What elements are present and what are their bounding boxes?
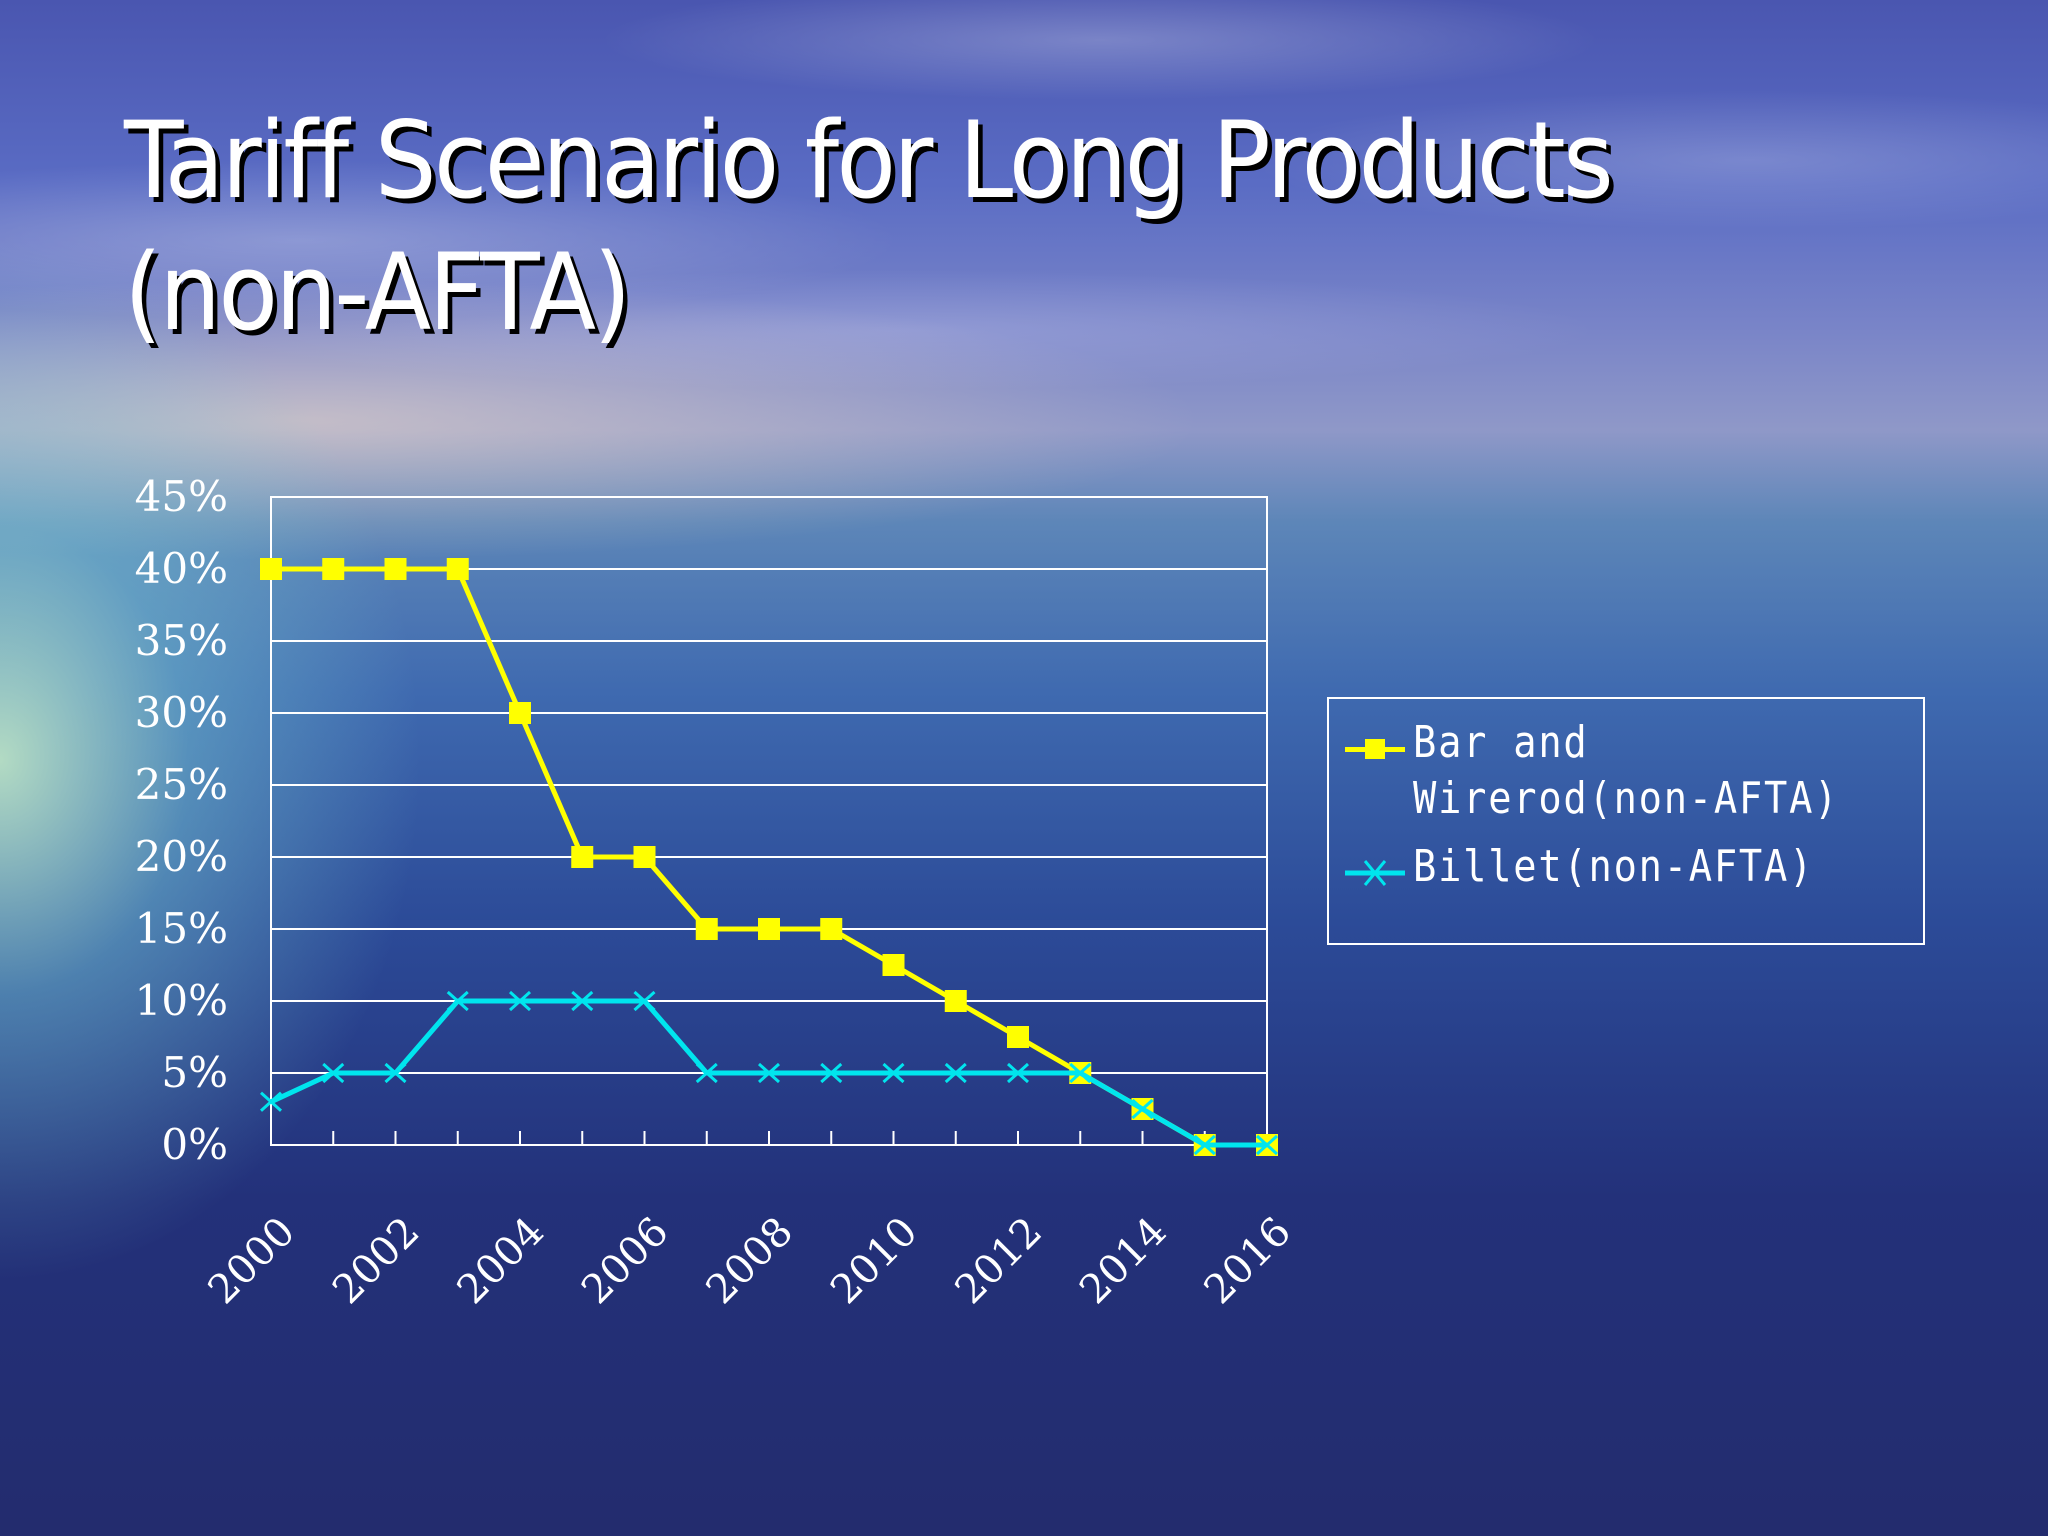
title-line-1: Tariff Scenario for Long Products [124,99,1614,222]
y-tick-label: 10% [135,976,228,1025]
square-marker-icon [820,918,843,940]
y-tick-label: 30% [135,688,228,737]
square-marker-icon [1007,1026,1029,1048]
x-marker-icon [944,1062,967,1084]
y-tick-label: 45% [135,472,228,521]
x-marker-icon [1006,1062,1030,1084]
x-marker-icon [1069,1062,1092,1084]
square-marker-icon [1345,729,1405,769]
legend-item-bar-wirerod: Bar and Wirerod(non-AFTA) [1345,715,1913,827]
x-tick-label: 2004 [449,1209,554,1314]
x-axis-labels: 2000 2002 2004 2006 2008 2010 2012 2014 2016 [200,1209,1301,1314]
x-marker-icon [633,990,656,1012]
legend-label: Bar and Wirerod(non-AFTA) [1413,717,1840,824]
y-axis-labels: 0% 5% 10% 15% 20% 25% 30% 35% 40% 45% [135,472,228,1169]
y-tick-label: 15% [135,904,228,953]
square-marker-icon [384,558,407,580]
x-marker-icon [384,1062,407,1084]
x-marker-icon [259,1091,283,1112]
chart-legend: Bar and Wirerod(non-AFTA) Billet(non-AFT… [1327,697,1925,945]
slide-title: Tariff Scenario for Long Products (non-A… [124,95,1734,359]
x-marker-icon [508,990,532,1012]
square-marker-icon [882,954,905,976]
y-tick-label: 0% [161,1120,228,1169]
x-tick-label: 2016 [1196,1209,1301,1314]
legend-item-billet: Billet(non-AFTA) [1345,839,1913,895]
x-marker-icon [1193,1134,1216,1156]
square-marker-icon [446,558,469,580]
x-marker-icon [757,1062,781,1084]
x-tick-label: 2010 [822,1209,927,1314]
x-marker-icon [1255,1134,1279,1156]
square-marker-icon [944,990,967,1012]
x-marker-icon [695,1062,718,1084]
y-tick-label: 35% [135,616,228,665]
x-tick-label: 2002 [324,1209,429,1314]
x-marker-icon [322,1062,345,1084]
x-marker-icon [571,990,594,1012]
x-tick-label: 2008 [698,1209,803,1314]
x-tick-label: 2000 [200,1209,305,1314]
x-marker-icon [1131,1098,1154,1120]
title-line-2: (non-AFTA) [124,231,631,354]
sky-background [0,0,2048,460]
chart-series [259,558,1279,1156]
x-marker-icon [882,1062,905,1084]
y-tick-label: 5% [161,1048,228,1097]
series-billet [259,990,1279,1156]
square-marker-icon [322,558,345,580]
square-marker-icon [695,918,718,940]
square-marker-icon [633,846,656,868]
y-tick-label: 40% [135,544,228,593]
x-marker-icon [446,990,469,1012]
square-marker-icon [260,558,282,580]
square-marker-icon [571,846,594,868]
square-marker-icon [509,702,531,724]
legend-label: Billet(non-AFTA) [1413,841,1815,892]
x-tick-label: 2012 [947,1209,1052,1314]
x-tick-label: 2014 [1071,1209,1176,1314]
y-tick-label: 25% [135,760,228,809]
x-marker-icon [1345,853,1405,893]
x-marker-icon [820,1062,843,1084]
square-marker-icon [758,918,780,940]
x-tick-label: 2006 [573,1209,678,1314]
y-tick-label: 20% [135,832,228,881]
